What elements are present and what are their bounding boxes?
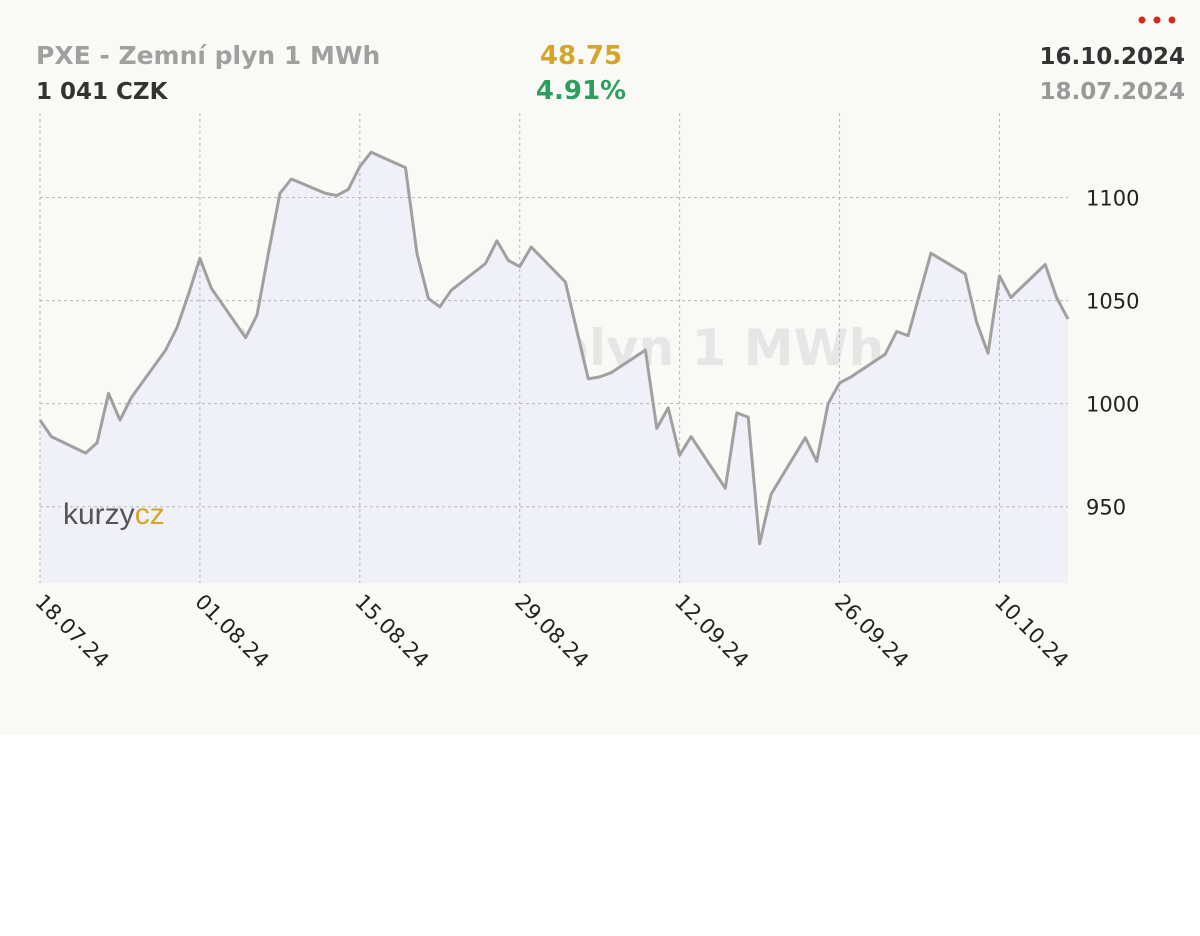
date-start: 18.07.2024	[1039, 79, 1185, 105]
menu-dot	[1153, 16, 1161, 24]
logo-part: kurzy	[63, 498, 135, 531]
grid	[39, 113, 1068, 583]
y-tick-label: 1100	[1086, 187, 1139, 211]
menu-dot	[1168, 16, 1176, 24]
menu-icon[interactable]	[1138, 16, 1176, 24]
date-end: 16.10.2024	[1039, 44, 1185, 70]
y-tick-label: 1050	[1086, 290, 1139, 314]
menu-dot	[1138, 16, 1146, 24]
area	[40, 152, 1068, 583]
logo: kurzycz	[63, 498, 165, 531]
line	[38, 150, 1070, 546]
change: 48.75	[540, 41, 622, 71]
y-tick-label: 1000	[1086, 393, 1139, 417]
chart-title: PXE - Zemní plyn 1 MWh	[36, 41, 380, 70]
logo-part: cz	[135, 498, 165, 531]
price: 1 041 CZK	[36, 79, 169, 105]
y-tick-label: 950	[1086, 496, 1126, 520]
change-percent: 4.91%	[536, 76, 626, 106]
